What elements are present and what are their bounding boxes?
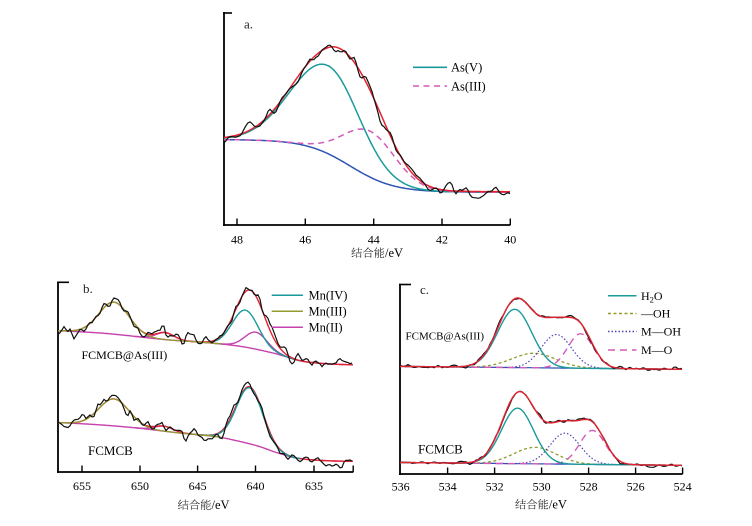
svg-text:Mn(III): Mn(III) — [309, 304, 347, 318]
svg-text:526: 526 — [627, 480, 645, 494]
svg-text:650: 650 — [131, 479, 149, 493]
svg-text:635: 635 — [305, 479, 323, 493]
svg-text:46: 46 — [299, 233, 311, 247]
svg-text:As(V): As(V) — [451, 61, 482, 75]
svg-text:/eV: /eV — [212, 498, 230, 512]
svg-text:40: 40 — [504, 233, 516, 247]
svg-text:M—OH: M—OH — [641, 325, 681, 339]
svg-text:M—O: M—O — [641, 343, 673, 357]
svg-text:48: 48 — [231, 233, 243, 247]
svg-text:645: 645 — [189, 479, 207, 493]
svg-text:c.: c. — [420, 282, 429, 297]
svg-text:b.: b. — [83, 281, 93, 296]
svg-text:640: 640 — [247, 479, 265, 493]
svg-text:As(III): As(III) — [451, 79, 486, 93]
svg-text:524: 524 — [674, 480, 692, 494]
svg-text:FCMCB@As(III): FCMCB@As(III) — [406, 331, 485, 343]
svg-text:528: 528 — [580, 480, 598, 494]
svg-text:/eV: /eV — [549, 498, 567, 512]
svg-text:Mn(IV): Mn(IV) — [309, 288, 348, 302]
svg-text:42: 42 — [436, 233, 448, 247]
svg-text:H2O: H2O — [641, 289, 663, 305]
svg-text:—OH: —OH — [640, 307, 671, 321]
svg-text:FCMCB: FCMCB — [418, 442, 463, 457]
svg-text:FCMCB@As(III): FCMCB@As(III) — [82, 348, 168, 362]
svg-text:a.: a. — [244, 17, 253, 32]
svg-text:655: 655 — [73, 479, 91, 493]
svg-text:532: 532 — [486, 480, 504, 494]
svg-text:530: 530 — [533, 480, 551, 494]
svg-text:FCMCB: FCMCB — [88, 443, 133, 458]
svg-text:536: 536 — [392, 480, 410, 494]
svg-text:534: 534 — [439, 480, 457, 494]
svg-text:44: 44 — [368, 233, 380, 247]
svg-text:Mn(II): Mn(II) — [309, 320, 343, 334]
svg-text:/eV: /eV — [385, 246, 403, 260]
